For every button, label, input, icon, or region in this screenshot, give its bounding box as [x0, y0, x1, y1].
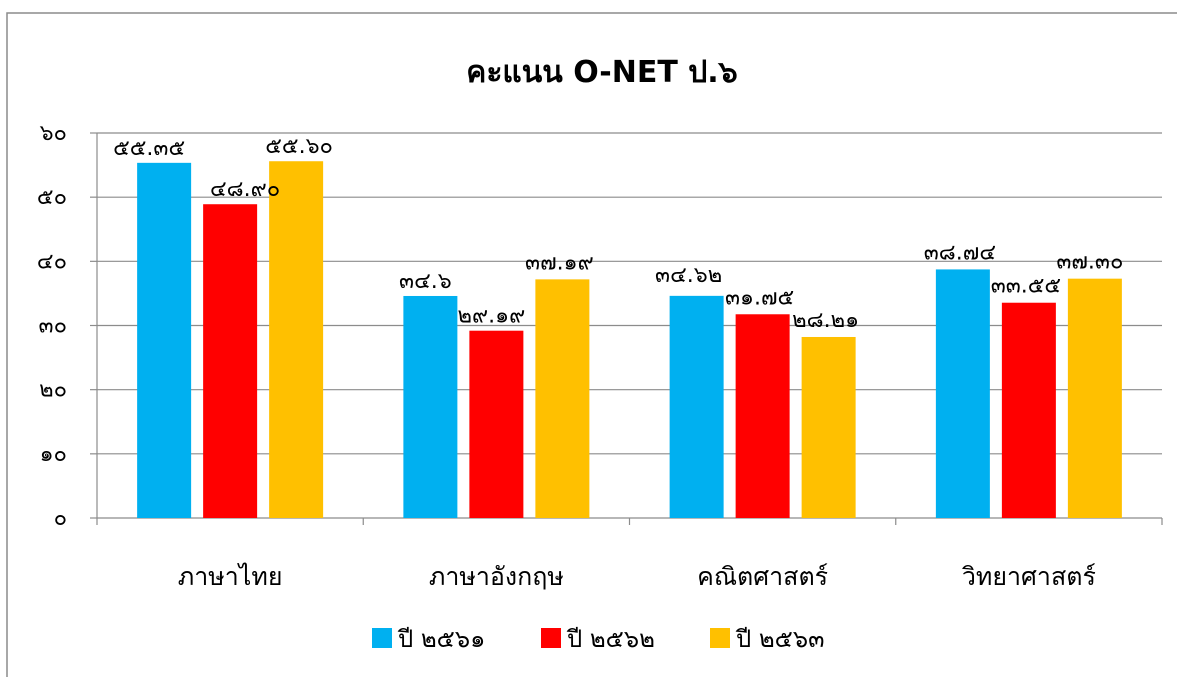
legend-entry: ปี ๒๕๖๓	[735, 625, 825, 653]
data-label: ๒๘.๒๑	[792, 308, 859, 333]
y-tick-label: ๑๐	[40, 442, 67, 467]
y-tick-label: ๓๐	[39, 314, 67, 339]
y-tick-label: ๕๐	[37, 185, 67, 210]
chart-title: คะแนน O-NET ป.๖	[466, 55, 737, 90]
x-category-label: ภาษาไทย	[178, 562, 283, 591]
legend-entry: ปี ๒๕๖๑	[397, 625, 485, 653]
legend: ปี ๒๕๖๑ ปี ๒๕๖๒ ปี ๒๕๖๓	[372, 625, 825, 653]
data-label: ๒๙.๑๙	[458, 304, 526, 329]
data-label: ๓๗.๓๐	[1056, 250, 1123, 275]
bar	[801, 336, 856, 518]
bar	[269, 161, 324, 518]
bar	[469, 330, 524, 518]
bar	[403, 295, 458, 518]
x-axis: ภาษาไทย ภาษาอังกฤษ คณิตศาสตร์ วิทยาศาสตร์	[96, 517, 1163, 591]
x-category-label: วิทยาศาสตร์	[962, 562, 1096, 591]
bar	[137, 162, 192, 518]
data-label: ๓๓.๕๕	[991, 274, 1061, 299]
legend-swatch	[372, 628, 392, 648]
bar	[735, 314, 790, 518]
data-label: ๓๘.๗๔	[924, 240, 996, 265]
bar	[935, 269, 990, 518]
bar	[1001, 302, 1056, 518]
data-label: ๔๘.๙๐	[210, 177, 280, 202]
data-label: ๓๑.๗๕	[725, 285, 794, 310]
bar	[535, 279, 590, 518]
x-category-label: ภาษาอังกฤษ	[429, 562, 564, 591]
data-label: ๕๕.๖๐	[265, 134, 333, 159]
y-tick-label: ๖๐	[40, 121, 67, 146]
y-tick-label: ๐	[54, 506, 67, 531]
data-label: ๓๔.๖๒	[655, 263, 722, 288]
data-label: ๓๗.๑๙	[525, 250, 594, 275]
bar	[203, 204, 258, 518]
bar	[1067, 278, 1122, 518]
bars	[137, 161, 1122, 518]
y-tick-label: ๔๐	[37, 249, 67, 274]
y-axis: ๐ ๑๐ ๒๐ ๓๐ ๔๐ ๕๐ ๖๐	[37, 121, 98, 531]
legend-swatch	[710, 628, 730, 648]
bar	[669, 295, 724, 518]
legend-entry: ปี ๒๕๖๒	[566, 625, 655, 653]
legend-swatch	[541, 628, 561, 648]
x-category-label: คณิตศาสตร์	[697, 562, 828, 591]
y-tick-label: ๒๐	[39, 378, 67, 403]
data-label: ๓๔.๖	[399, 269, 452, 294]
data-label: ๕๕.๓๕	[113, 136, 185, 161]
